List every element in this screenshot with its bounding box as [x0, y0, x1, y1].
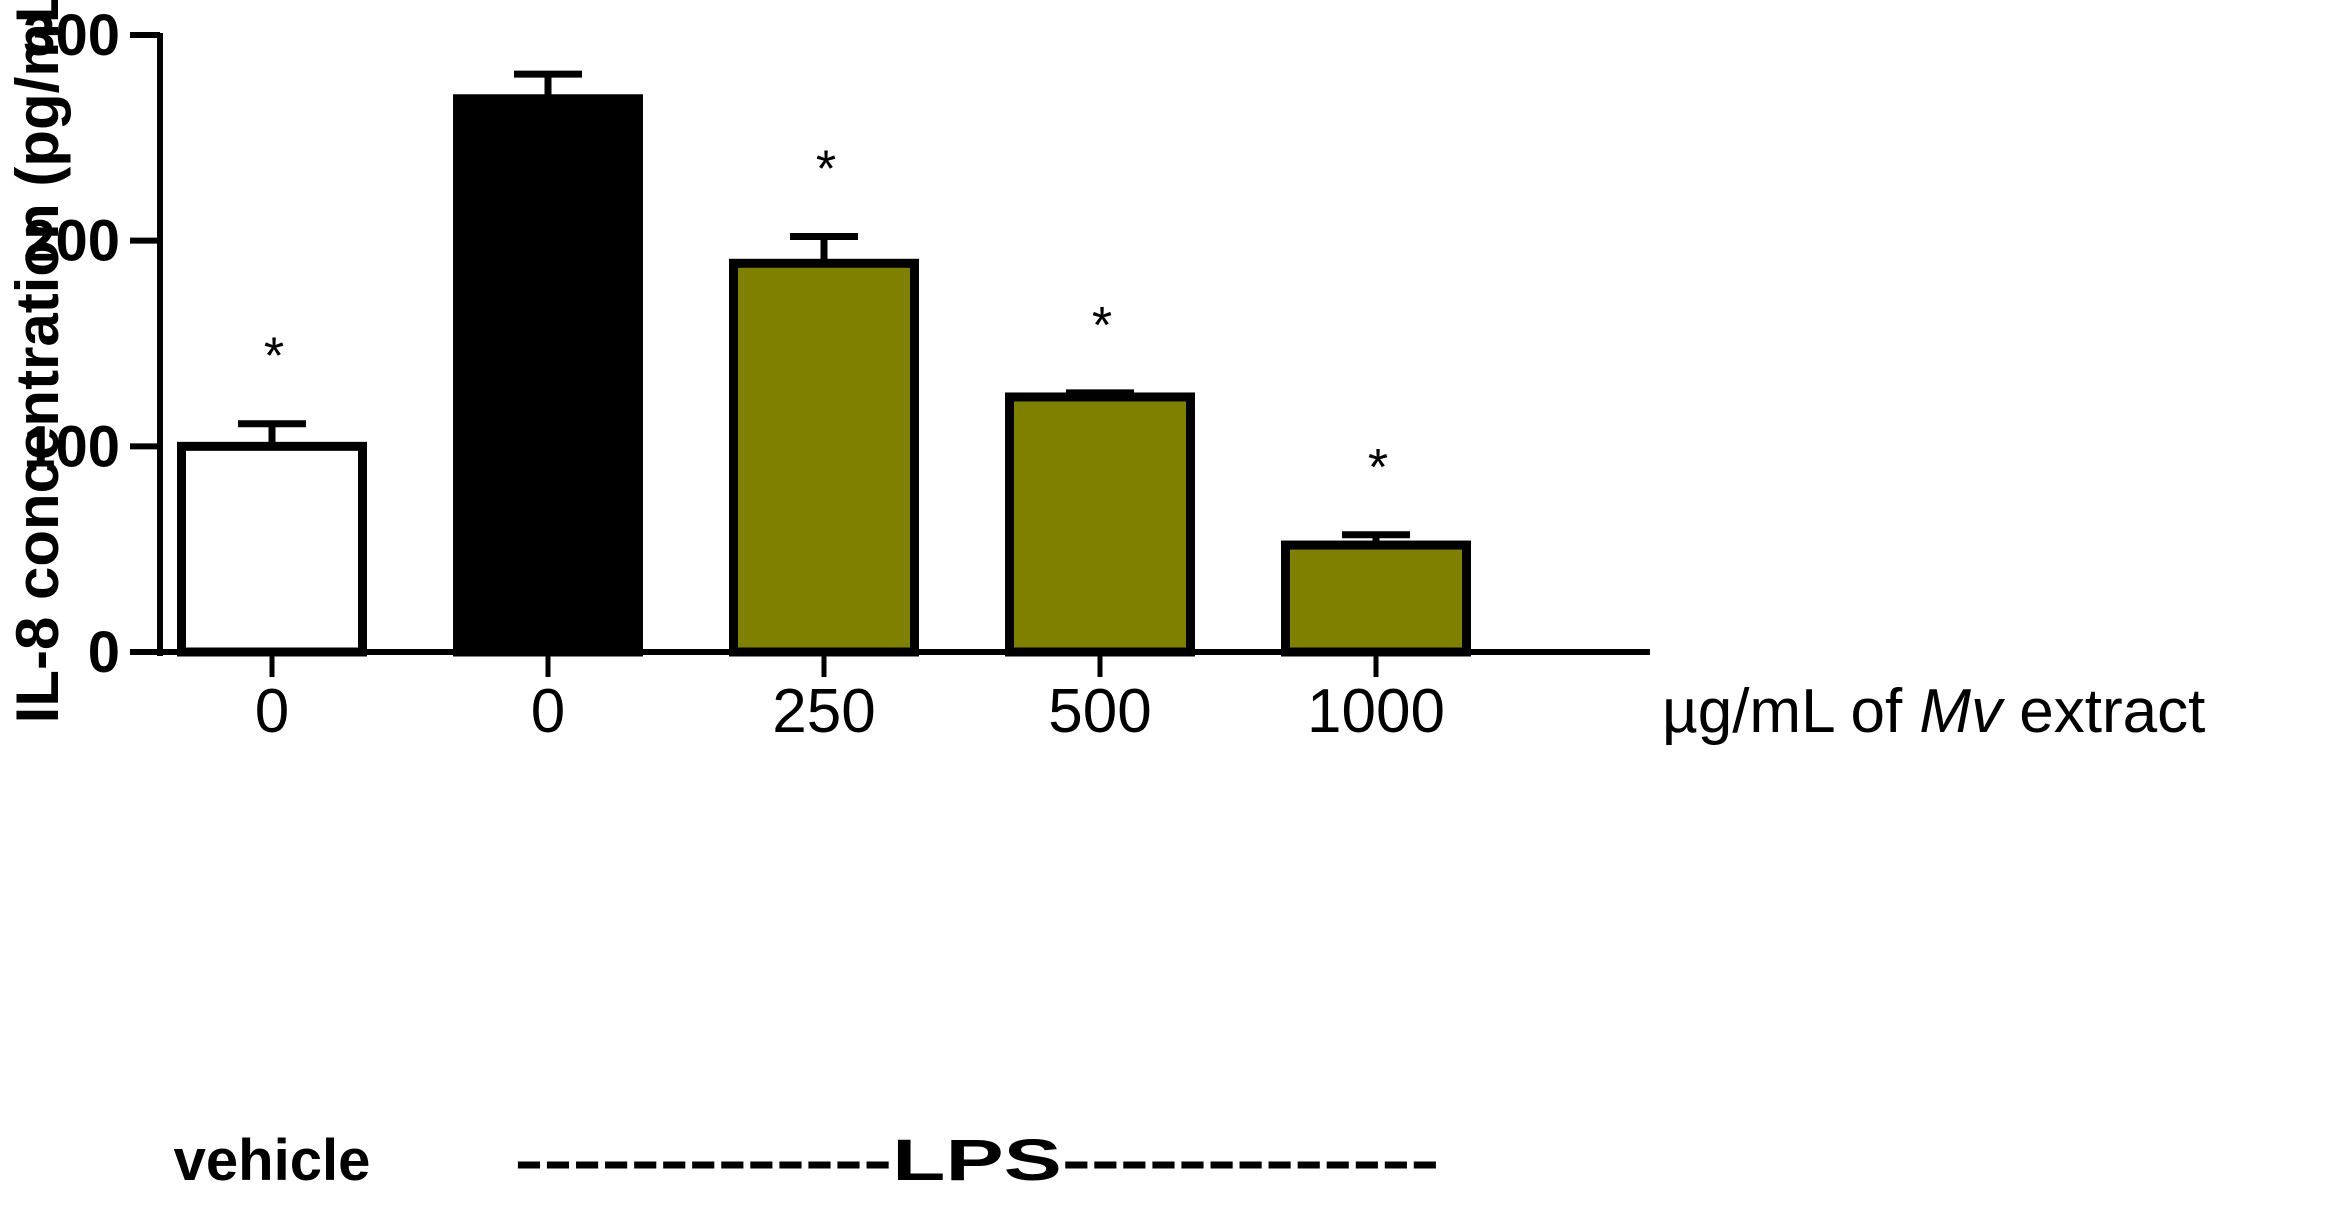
- bar: [177, 441, 367, 657]
- y-tick-label: 200: [23, 209, 120, 274]
- x-axis-unit-label: µg/mL of Mv extract: [1662, 677, 2205, 746]
- y-tick-label: 100: [23, 414, 120, 479]
- bar: [453, 94, 643, 657]
- significance-star: *: [264, 328, 284, 386]
- y-axis-label: IL-8 concentration (pg/mL): [4, 0, 71, 723]
- group-label-lps: -------------LPS-------------: [515, 1128, 1440, 1193]
- x-tick-label: 0: [531, 677, 565, 746]
- x-tick-label: 250: [772, 677, 875, 746]
- bar: [1005, 392, 1195, 657]
- bar: [1281, 540, 1471, 657]
- x-tick-label: 1000: [1307, 677, 1445, 746]
- y-tick-label: 300: [23, 3, 120, 68]
- significance-star: *: [1368, 439, 1388, 497]
- significance-star: *: [816, 141, 836, 199]
- y-tick-label: 0: [88, 620, 120, 685]
- bar: [729, 258, 919, 657]
- x-tick-label: 500: [1048, 677, 1151, 746]
- group-label-vehicle: vehicle: [174, 1128, 371, 1193]
- x-tick-label: 0: [255, 677, 289, 746]
- significance-star: *: [1092, 297, 1112, 355]
